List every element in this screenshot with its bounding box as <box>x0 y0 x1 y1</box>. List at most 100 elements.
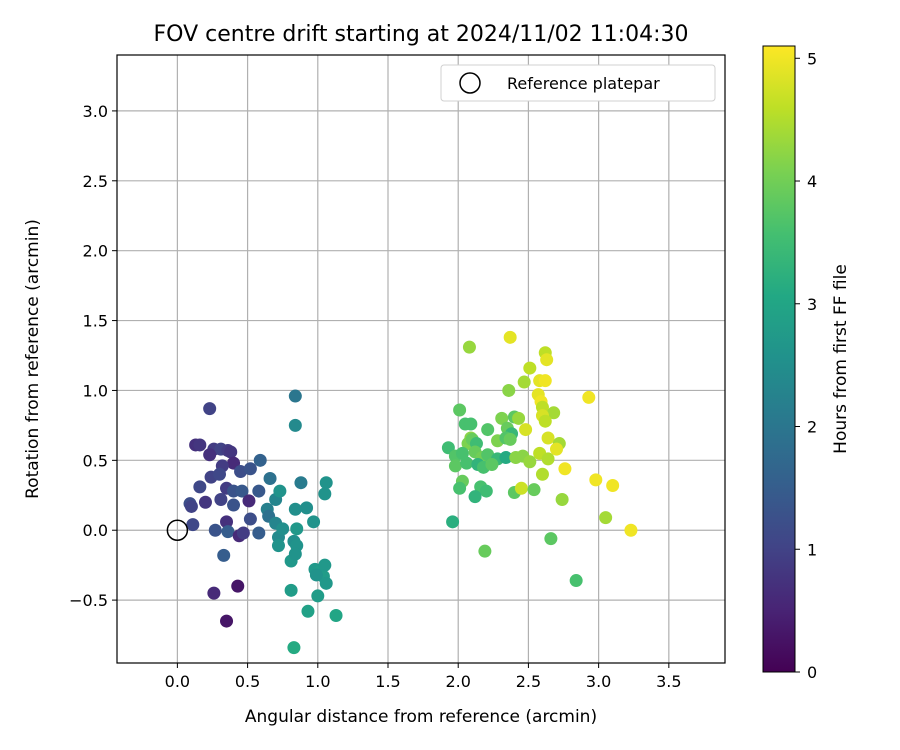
data-point <box>485 458 499 472</box>
data-point <box>243 512 257 526</box>
data-point <box>252 484 266 498</box>
data-point <box>479 484 493 498</box>
y-axis-label: Rotation from reference (arcmin) <box>23 219 43 499</box>
data-point <box>287 641 301 655</box>
data-point <box>235 484 249 498</box>
data-point <box>535 467 549 481</box>
data-point <box>448 459 462 473</box>
data-point <box>541 431 555 445</box>
y-tick-label: 1.5 <box>83 312 108 331</box>
data-point <box>208 523 222 537</box>
x-axis-label: Angular distance from reference (arcmin) <box>245 707 597 727</box>
colorbar-label: Hours from first FF file <box>831 264 851 454</box>
data-point <box>284 583 298 597</box>
data-point <box>523 361 537 375</box>
data-point <box>495 411 509 425</box>
data-point <box>227 498 241 512</box>
colorbar-tick-label: 3 <box>807 295 817 314</box>
y-tick-label: 3.0 <box>83 102 108 121</box>
data-point <box>288 502 302 516</box>
data-point <box>540 353 554 367</box>
data-point <box>512 411 526 425</box>
data-point <box>464 417 478 431</box>
data-point <box>538 414 552 428</box>
data-point <box>519 423 533 437</box>
data-point <box>523 455 537 469</box>
data-point <box>558 462 572 476</box>
data-point <box>544 532 558 546</box>
data-point <box>184 499 198 513</box>
reference-platepar-marker <box>166 519 189 541</box>
data-point <box>517 375 531 389</box>
data-point <box>198 495 212 509</box>
data-point <box>453 403 467 417</box>
data-point <box>300 501 314 515</box>
data-point <box>599 511 613 525</box>
data-point <box>606 478 620 492</box>
data-point <box>220 614 234 628</box>
data-points <box>183 330 638 655</box>
colorbar: 0 1 2 3 4 5 Hours from first FF file <box>762 45 851 682</box>
data-point <box>329 608 343 622</box>
x-tick-label: 0.0 <box>165 672 190 691</box>
data-point <box>236 526 250 540</box>
data-point <box>288 547 302 561</box>
legend-marker-icon <box>459 72 481 94</box>
legend-box <box>440 64 716 102</box>
data-point <box>252 526 266 540</box>
data-point <box>589 473 603 487</box>
y-tick-label: 0.0 <box>83 521 108 540</box>
data-point <box>318 487 332 501</box>
data-point <box>460 456 474 470</box>
y-tick-label: 2.5 <box>83 172 108 191</box>
chart-title: FOV centre drift starting at 2024/11/02 … <box>154 22 689 47</box>
data-point <box>217 548 231 562</box>
x-tick-label: 0.5 <box>235 672 260 691</box>
plot-frame <box>116 54 726 664</box>
data-point <box>213 467 227 481</box>
data-point <box>243 462 257 476</box>
data-point <box>481 448 495 462</box>
data-point <box>538 374 552 388</box>
data-point <box>276 522 290 536</box>
y-tick-label: 0.5 <box>83 451 108 470</box>
x-ticks: 0.0 0.5 1.0 1.5 2.0 2.5 3.0 3.5 <box>165 663 682 691</box>
data-point <box>273 484 287 498</box>
data-point <box>220 515 234 529</box>
data-point <box>234 465 248 479</box>
data-point <box>207 586 221 600</box>
data-point <box>290 522 304 536</box>
colorbar-tick-label: 1 <box>807 540 817 559</box>
data-point <box>288 418 302 432</box>
data-point <box>193 438 207 452</box>
x-tick-label: 3.5 <box>656 672 681 691</box>
data-point <box>193 480 207 494</box>
colorbar-tick-label: 0 <box>807 663 817 682</box>
legend: Reference platepar <box>440 64 716 102</box>
data-point <box>309 568 323 582</box>
data-point <box>503 330 517 344</box>
data-point <box>478 544 492 558</box>
data-point <box>550 442 564 456</box>
data-point <box>462 340 476 354</box>
data-point <box>231 579 245 593</box>
y-tick-label: −0.5 <box>69 591 108 610</box>
data-point <box>514 481 528 495</box>
data-point <box>455 446 469 460</box>
data-point <box>319 476 333 490</box>
data-point <box>541 452 555 466</box>
colorbar-ticks: 0 1 2 3 4 5 <box>795 49 817 682</box>
y-tick-label: 1.0 <box>83 381 108 400</box>
data-point <box>318 558 332 572</box>
data-point <box>263 472 277 486</box>
data-point <box>453 481 467 495</box>
data-point <box>271 539 285 553</box>
x-tick-label: 3.0 <box>586 672 611 691</box>
data-point <box>253 453 267 467</box>
colorbar-gradient <box>762 45 796 673</box>
data-point <box>569 574 583 588</box>
x-tick-label: 1.0 <box>305 672 330 691</box>
data-point <box>301 604 315 618</box>
data-point <box>224 445 238 459</box>
data-point <box>203 402 217 416</box>
